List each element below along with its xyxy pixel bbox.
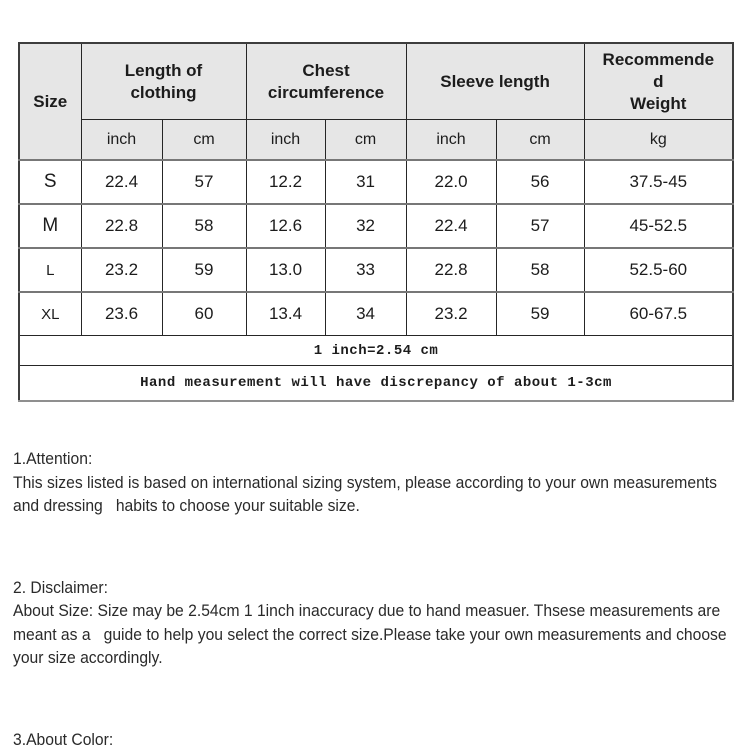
table-row-xl: XL 23.6 60 13.4 34 23.2 59 60-67.5 (18, 291, 734, 336)
unit-length-cm: cm (161, 119, 247, 161)
value-cell: 22.0 (405, 159, 497, 205)
footnote-row-inch-conversion: 1 inch=2.54 cm (18, 335, 734, 366)
value-cell: 22.4 (405, 203, 497, 249)
footnote-inch-conversion: 1 inch=2.54 cm (18, 335, 734, 366)
header-sleeve-length: Sleeve length (405, 42, 585, 120)
value-cell: 12.2 (245, 159, 326, 205)
table-row-l: L 23.2 59 13.0 33 22.8 58 52.5-60 (18, 247, 734, 293)
value-cell: 22.8 (80, 203, 163, 249)
footnote-hand-measurement: Hand measurement will have discrepancy o… (18, 365, 734, 402)
notes-section: 1.Attention: This sizes listed is based … (13, 401, 750, 750)
value-cell: 59 (495, 291, 585, 336)
header-size: Size (18, 42, 82, 161)
value-cell: 37.5-45 (583, 159, 734, 205)
unit-sleeve-cm: cm (495, 119, 585, 161)
value-cell: 32 (324, 203, 407, 249)
value-cell: 60-67.5 (583, 291, 734, 336)
unit-weight-kg: kg (583, 119, 734, 161)
table-row-m: M 22.8 58 12.6 32 22.4 57 45-52.5 (18, 203, 734, 249)
footnote-row-hand-measurement: Hand measurement will have discrepancy o… (18, 365, 734, 402)
note-about-color: 3.About Color: The precise color of a cl… (13, 730, 114, 749)
unit-length-inch: inch (80, 119, 163, 161)
value-cell: 13.0 (245, 247, 326, 293)
header-recommended-weight: Recommende d Weight (583, 42, 734, 120)
value-cell: 34 (324, 291, 407, 336)
header-row-units: inch cm inch cm inch cm kg (19, 119, 734, 161)
value-cell: 33 (324, 247, 407, 293)
value-cell: 52.5-60 (583, 247, 734, 293)
table-row-s: S 22.4 57 12.2 31 22.0 56 37.5-45 (18, 159, 734, 205)
unit-chest-inch: inch (245, 119, 326, 161)
value-cell: 12.6 (245, 203, 326, 249)
size-label: L (18, 247, 82, 293)
value-cell: 58 (161, 203, 247, 249)
size-label: XL (18, 291, 82, 336)
value-cell: 60 (161, 291, 247, 336)
note-attention: 1.Attention: This sizes listed is based … (13, 450, 717, 515)
note-disclaimer: 2. Disclaimer: About Size: Size may be 2… (13, 578, 727, 668)
value-cell: 45-52.5 (583, 203, 734, 249)
value-cell: 57 (495, 203, 585, 249)
value-cell: 31 (324, 159, 407, 205)
header-row-main: Size Length of clothing Chest circumfere… (18, 42, 734, 161)
value-cell: 59 (161, 247, 247, 293)
size-label: S (18, 159, 82, 205)
unit-chest-cm: cm (324, 119, 407, 161)
value-cell: 22.8 (405, 247, 497, 293)
value-cell: 23.2 (405, 291, 497, 336)
size-chart-table: Size Length of clothing Chest circumfere… (18, 42, 735, 402)
value-cell: 22.4 (80, 159, 163, 205)
unit-sleeve-inch: inch (405, 119, 497, 161)
value-cell: 13.4 (245, 291, 326, 336)
header-chest-circumference: Chest circumference (245, 42, 407, 120)
size-chart-container: Size Length of clothing Chest circumfere… (18, 42, 735, 402)
value-cell: 58 (495, 247, 585, 293)
size-label: M (18, 203, 82, 249)
value-cell: 57 (161, 159, 247, 205)
value-cell: 56 (495, 159, 585, 205)
value-cell: 23.2 (80, 247, 163, 293)
value-cell: 23.6 (80, 291, 163, 336)
header-length-of-clothing: Length of clothing (80, 42, 247, 120)
